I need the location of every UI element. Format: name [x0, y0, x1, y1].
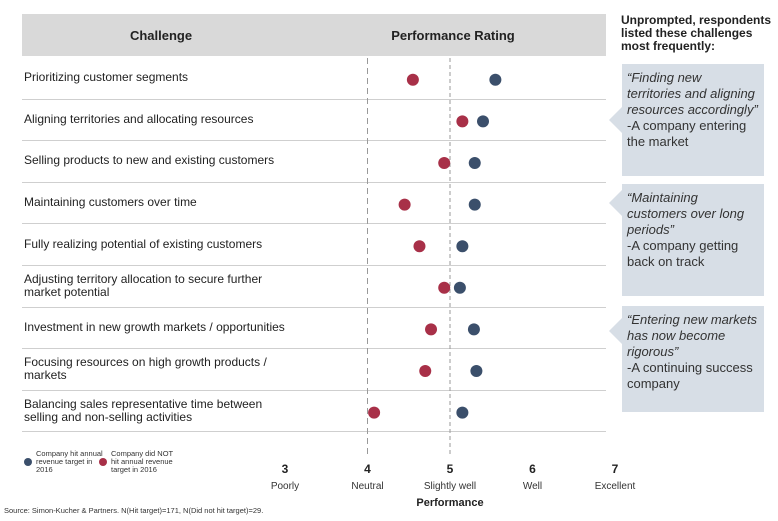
quote-text-3: “Entering new markets has now become rig… — [627, 312, 758, 359]
point-missed-target — [398, 198, 411, 211]
point-hit-target — [456, 240, 469, 253]
source-note: Source: Simon-Kucher & Partners. N(Hit t… — [4, 506, 264, 515]
point-missed-target — [406, 73, 419, 86]
point-missed-target — [425, 323, 438, 336]
row-separator — [22, 265, 606, 266]
point-hit-target — [453, 281, 466, 294]
x-axis-title: Performance — [416, 497, 484, 509]
quote-text-1: “Finding new territories and aligning re… — [627, 70, 758, 117]
x-tick-value: 3 — [281, 462, 289, 476]
point-missed-target — [368, 406, 381, 419]
quote-box-3: “Entering new markets has now become rig… — [622, 306, 764, 412]
point-missed-target — [456, 115, 469, 128]
legend-hit: Company hit annual revenue target in 201… — [24, 450, 104, 474]
legend-not-hit-label: Company did NOT hit annual revenue targe… — [111, 449, 173, 474]
row-separator — [22, 98, 606, 100]
row-separator — [22, 431, 606, 433]
row-label: Maintaining customers over time — [24, 195, 197, 210]
legend-hit-label: Company hit annual revenue target in 201… — [36, 449, 103, 474]
point-hit-target — [467, 323, 480, 336]
quote-box-1: “Finding new territories and aligning re… — [622, 64, 764, 176]
quote-pointer-2 — [609, 190, 622, 216]
x-tick-label: Poorly — [270, 481, 300, 492]
x-tick-value: 6 — [529, 462, 536, 476]
point-hit-target — [477, 115, 489, 128]
row-separator — [22, 348, 606, 350]
point-missed-target — [438, 281, 451, 294]
point-hit-target — [468, 198, 481, 211]
point-missed-target — [438, 157, 451, 169]
row-label: Investment in new growth markets / oppor… — [24, 319, 285, 334]
point-missed-target — [419, 365, 432, 377]
point-missed-target — [413, 240, 426, 253]
row-label: Fully realizing potential of existing cu… — [24, 236, 263, 251]
legend-hit-marker — [24, 458, 32, 466]
row-separator — [22, 306, 606, 308]
quote-text-2: “Maintaining customers over long periods… — [627, 190, 745, 237]
point-hit-target — [456, 406, 469, 419]
row-label: Prioritizing customer segments — [24, 70, 189, 85]
x-tick-value: 4 — [364, 462, 371, 476]
point-hit-target — [468, 157, 481, 169]
row-separator — [22, 181, 606, 183]
x-tick-label: Well — [522, 481, 543, 492]
legend-not-hit-marker — [99, 458, 107, 466]
quote-attribution-2: -A company getting back on track — [627, 238, 739, 269]
row-label: Focusing resources on high growth produc… — [24, 354, 267, 382]
point-hit-target — [489, 73, 502, 86]
row-separator — [22, 140, 606, 142]
x-tick-label: Excellent — [594, 481, 636, 492]
quote-attribution-1: -A company entering the market — [627, 118, 747, 149]
legend-not-hit: Company did NOT hit annual revenue targe… — [99, 450, 179, 474]
row-separator — [22, 389, 606, 391]
side-panel-title: Unprompted, respondents listed these cha… — [621, 13, 772, 53]
quote-pointer-3 — [609, 318, 622, 344]
x-tick-label: Neutral — [351, 481, 384, 492]
row-label: Selling products to new and existing cus… — [24, 153, 275, 168]
dot-plot — [367, 58, 502, 455]
quote-box-2: “Maintaining customers over long periods… — [622, 184, 764, 296]
x-tick-value: 7 — [611, 462, 619, 476]
point-hit-target — [470, 365, 483, 377]
x-tick-label: Slightly well — [423, 481, 477, 492]
challenge-header: Challenge — [22, 14, 300, 56]
quote-pointer-1 — [609, 107, 622, 133]
quote-attribution-3: -A continuing success company — [627, 360, 753, 391]
row-label: Balancing sales representative time betw… — [24, 396, 263, 424]
row-label: Aligning territories and allocating reso… — [24, 111, 254, 126]
row-label: Adjusting territory allocation to secure… — [24, 271, 263, 299]
row-separator — [22, 223, 606, 225]
x-tick-value: 5 — [446, 462, 454, 476]
performance-rating-header: Performance Rating — [300, 14, 606, 56]
